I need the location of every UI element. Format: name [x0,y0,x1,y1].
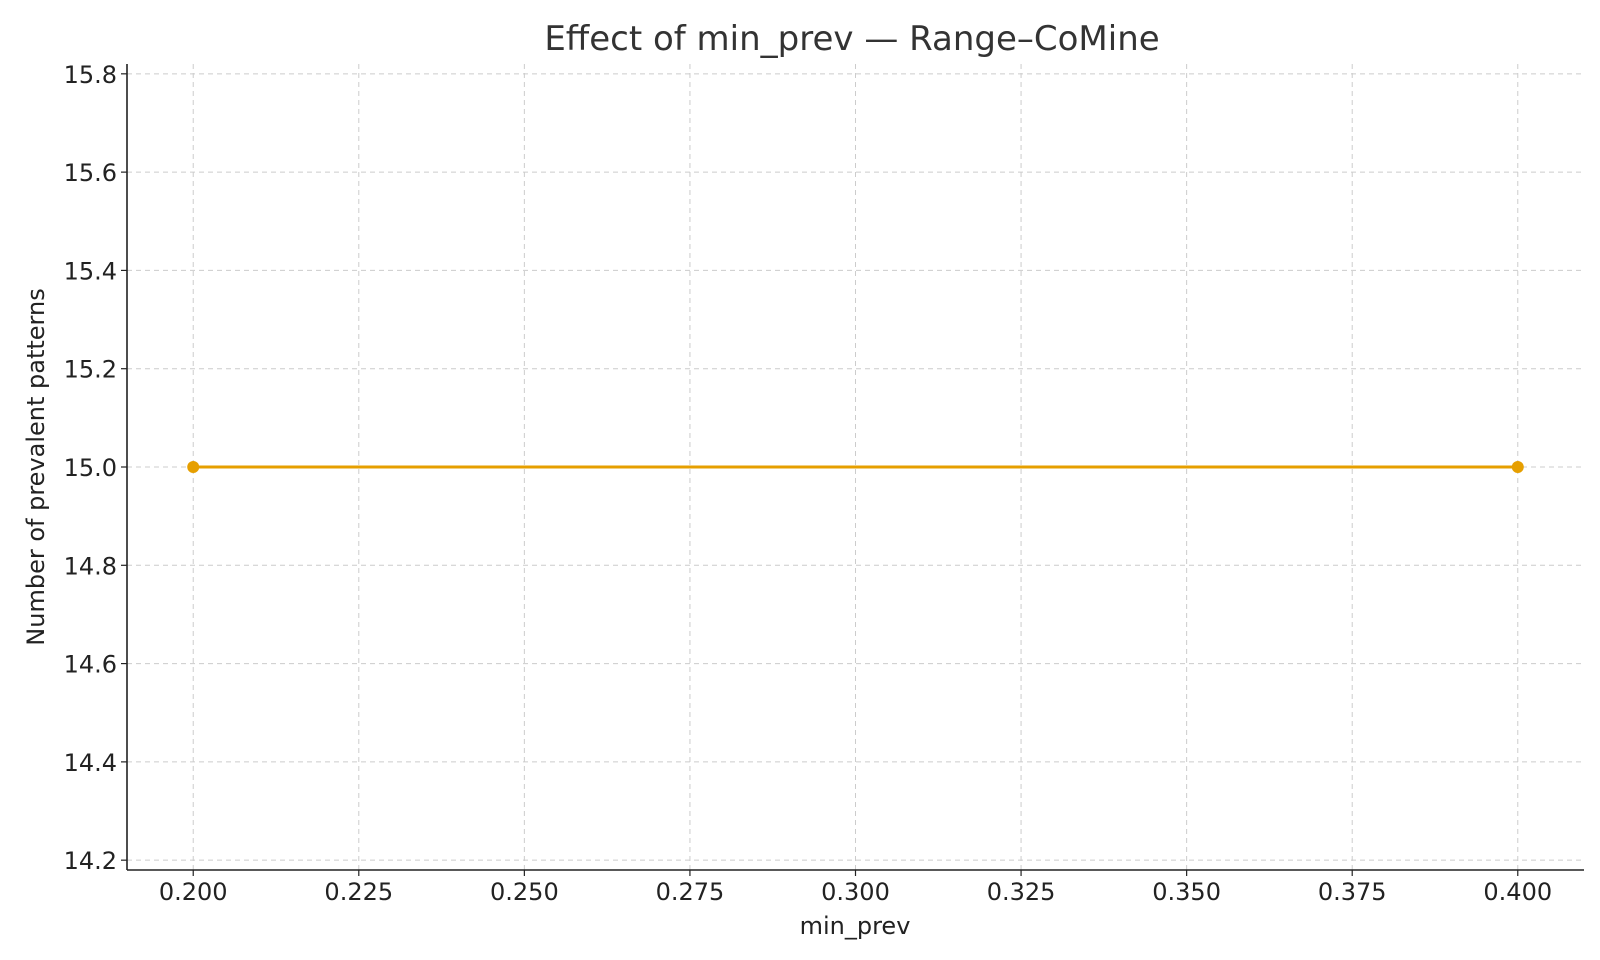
y-tick-label: 14.2 [64,847,117,875]
x-tick-label: 0.200 [159,878,228,906]
data-point [1511,461,1524,473]
series-layer [187,461,1524,473]
y-tick-label: 14.4 [64,749,117,777]
y-tick-label: 15.0 [64,454,117,482]
ticks: 0.200 0.225 0.250 0.275 0.300 0.325 0.350 0.375… [64,61,1553,906]
x-tick-label: 0.300 [821,878,890,906]
y-axis-label: Number of prevalent patterns [22,288,50,645]
y-tick-label: 15.4 [64,257,117,285]
y-tick-label: 14.6 [64,651,117,679]
x-tick-label: 0.350 [1152,878,1221,906]
chart-title: Effect of min_prev — Range–CoMine [544,19,1159,59]
x-tick-label: 0.375 [1318,878,1387,906]
x-tick-label: 0.275 [656,878,725,906]
y-tick-label: 14.8 [64,552,117,580]
data-point [187,461,200,473]
y-tick-label: 15.6 [64,159,117,187]
y-tick-label: 15.2 [64,356,117,384]
x-tick-label: 0.250 [490,878,559,906]
y-tick-label: 15.8 [64,61,117,89]
x-tick-label: 0.400 [1483,878,1552,906]
x-axis-label: min_prev [800,912,911,940]
x-tick-label: 0.325 [987,878,1056,906]
x-tick-label: 0.225 [324,878,393,906]
